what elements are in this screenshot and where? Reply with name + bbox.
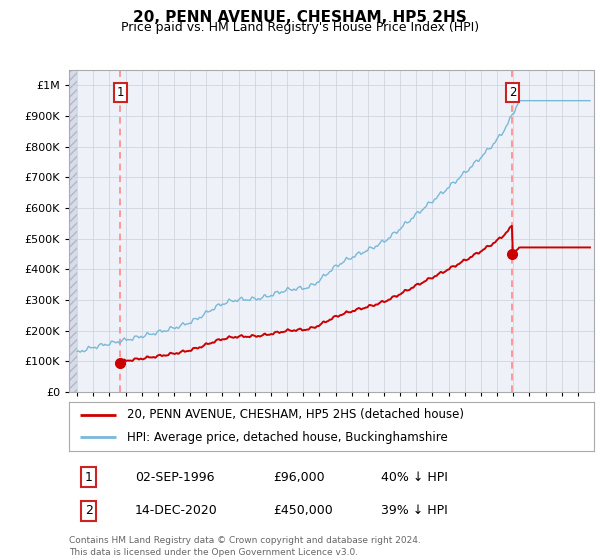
Text: 1: 1 (85, 470, 93, 484)
Text: 40% ↓ HPI: 40% ↓ HPI (381, 470, 448, 484)
Text: 14-DEC-2020: 14-DEC-2020 (135, 504, 218, 517)
Text: Price paid vs. HM Land Registry's House Price Index (HPI): Price paid vs. HM Land Registry's House … (121, 21, 479, 34)
Text: 02-SEP-1996: 02-SEP-1996 (135, 470, 215, 484)
Text: 2: 2 (509, 86, 516, 99)
Text: 20, PENN AVENUE, CHESHAM, HP5 2HS: 20, PENN AVENUE, CHESHAM, HP5 2HS (133, 10, 467, 25)
Text: 39% ↓ HPI: 39% ↓ HPI (381, 504, 448, 517)
Text: HPI: Average price, detached house, Buckinghamshire: HPI: Average price, detached house, Buck… (127, 431, 448, 444)
Text: 2: 2 (85, 504, 93, 517)
Text: Contains HM Land Registry data © Crown copyright and database right 2024.
This d: Contains HM Land Registry data © Crown c… (69, 536, 421, 557)
Text: £450,000: £450,000 (273, 504, 333, 517)
Text: 20, PENN AVENUE, CHESHAM, HP5 2HS (detached house): 20, PENN AVENUE, CHESHAM, HP5 2HS (detac… (127, 408, 464, 421)
Text: 1: 1 (116, 86, 124, 99)
Text: £96,000: £96,000 (273, 470, 325, 484)
Bar (69, 70, 77, 392)
